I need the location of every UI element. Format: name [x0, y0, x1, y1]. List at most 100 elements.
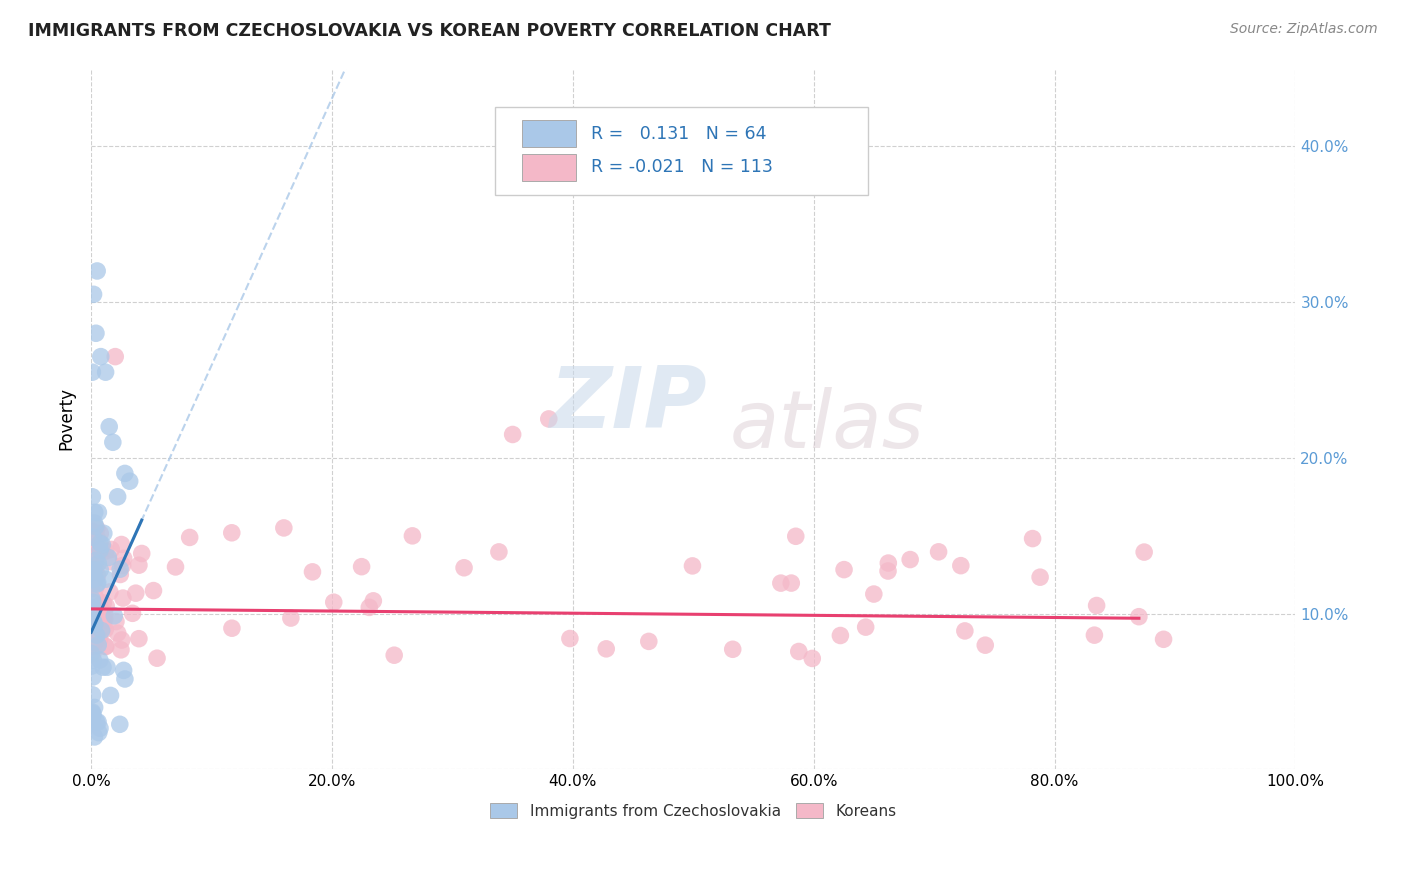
- Point: [90, 624, 112, 638]
- Point: [165, 560, 187, 574]
- Point: [382, 648, 405, 663]
- Point: [221, 621, 243, 635]
- Legend: Immigrants from Czechoslovakia, Koreans: Immigrants from Czechoslovakia, Koreans: [484, 797, 903, 825]
- Point: [82, 600, 104, 615]
- Point: [273, 521, 295, 535]
- Point: [128, 632, 150, 646]
- Point: [111, 591, 134, 605]
- Point: [280, 611, 302, 625]
- Point: [128, 558, 150, 573]
- Point: [86, 549, 108, 563]
- Point: [179, 531, 201, 545]
- Point: [780, 576, 803, 591]
- Point: [89, 721, 111, 735]
- Point: [350, 559, 373, 574]
- Point: [87, 556, 110, 570]
- Point: [104, 615, 127, 629]
- FancyBboxPatch shape: [495, 107, 868, 194]
- Point: [84, 632, 107, 647]
- Point: [84, 326, 107, 341]
- Point: [359, 600, 381, 615]
- Point: [83, 617, 105, 632]
- Point: [83, 563, 105, 577]
- Point: [84, 520, 107, 534]
- Point: [114, 467, 136, 481]
- Point: [93, 613, 115, 627]
- Point: [108, 717, 131, 731]
- Point: [84, 553, 107, 567]
- Point: [131, 547, 153, 561]
- Point: [82, 490, 104, 504]
- Point: [82, 688, 104, 702]
- Point: [322, 595, 344, 609]
- Point: [83, 572, 105, 586]
- Point: [114, 672, 136, 686]
- Point: [146, 651, 169, 665]
- Point: [86, 532, 108, 546]
- Point: [112, 551, 135, 566]
- Point: [108, 562, 131, 576]
- Point: [121, 607, 143, 621]
- Point: [103, 608, 125, 623]
- Point: [1153, 632, 1175, 647]
- Point: [110, 537, 132, 551]
- Point: [82, 544, 104, 558]
- Point: [83, 287, 105, 301]
- Point: [112, 664, 135, 678]
- Point: [363, 594, 385, 608]
- Point: [682, 558, 704, 573]
- Point: [1133, 545, 1156, 559]
- Point: [94, 639, 117, 653]
- Point: [537, 412, 560, 426]
- Point: [82, 647, 104, 661]
- Point: [80, 712, 103, 726]
- Bar: [522, 120, 576, 147]
- Point: [93, 607, 115, 621]
- Point: [558, 632, 581, 646]
- Point: [855, 620, 877, 634]
- Point: [1083, 628, 1105, 642]
- Point: [83, 505, 105, 519]
- Point: [87, 714, 110, 729]
- Point: [89, 536, 111, 550]
- Point: [82, 653, 104, 667]
- Point: [107, 490, 129, 504]
- Text: IMMIGRANTS FROM CZECHOSLOVAKIA VS KOREAN POVERTY CORRELATION CHART: IMMIGRANTS FROM CZECHOSLOVAKIA VS KOREAN…: [28, 22, 831, 40]
- Point: [94, 365, 117, 379]
- Point: [1085, 599, 1108, 613]
- Point: [82, 613, 104, 627]
- Point: [86, 522, 108, 536]
- Y-axis label: Poverty: Poverty: [58, 387, 75, 450]
- Point: [91, 621, 114, 635]
- Point: [90, 544, 112, 558]
- Point: [83, 730, 105, 744]
- Point: [801, 651, 824, 665]
- Point: [111, 558, 134, 573]
- Point: [83, 640, 105, 654]
- Point: [595, 641, 617, 656]
- Point: [91, 538, 114, 552]
- Text: atlas: atlas: [730, 387, 924, 465]
- Point: [80, 562, 103, 576]
- Point: [84, 581, 107, 595]
- Point: [110, 643, 132, 657]
- Point: [94, 640, 117, 654]
- Point: [83, 614, 105, 628]
- Point: [82, 707, 104, 722]
- Point: [91, 596, 114, 610]
- Point: [1021, 532, 1043, 546]
- Point: [974, 638, 997, 652]
- Point: [898, 552, 921, 566]
- Point: [89, 563, 111, 577]
- Point: [82, 563, 104, 577]
- Point: [86, 264, 108, 278]
- Point: [97, 550, 120, 565]
- Point: [94, 623, 117, 637]
- Point: [107, 626, 129, 640]
- Point: [637, 634, 659, 648]
- Point: [80, 524, 103, 538]
- Point: [862, 587, 884, 601]
- Point: [82, 622, 104, 636]
- Point: [82, 592, 104, 607]
- Point: [87, 575, 110, 590]
